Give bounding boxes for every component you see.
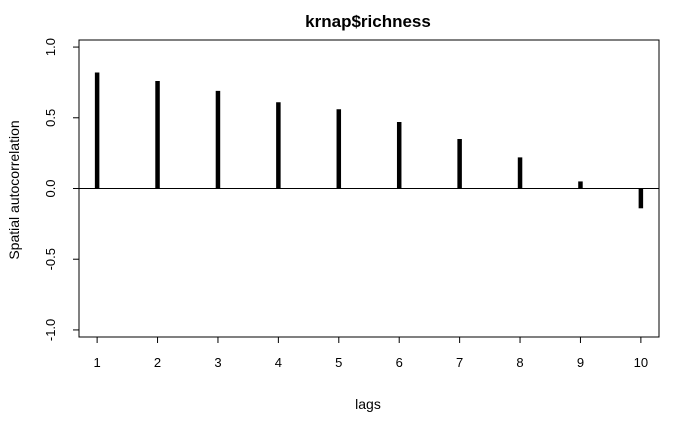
y-axis-label: Spatial autocorrelation [6,120,22,259]
x-tick-label-7: 7 [456,355,463,370]
y-axis-ticks: -1.0 -0.5 0.0 0.5 1.0 [43,38,79,341]
x-tick-label-8: 8 [516,355,523,370]
y-tick-label--1.0: -1.0 [43,319,58,341]
x-axis-label: lags [355,396,381,412]
y-tick-label-1.0: 1.0 [43,38,58,56]
x-tick-label-9: 9 [577,355,584,370]
y-tick-label--0.5: -0.5 [43,248,58,270]
x-tick-label-6: 6 [396,355,403,370]
y-tick-label-0.0: 0.0 [43,179,58,197]
x-tick-label-1: 1 [94,355,101,370]
y-tick-label-0.5: 0.5 [43,109,58,127]
x-tick-label-3: 3 [214,355,221,370]
x-tick-label-10: 10 [634,355,648,370]
x-tick-label-4: 4 [275,355,282,370]
x-axis-ticks: 1 2 3 4 5 6 7 8 9 10 [94,337,648,370]
chart-title: krnap$richness [305,12,431,31]
acf-bars [94,72,644,209]
x-tick-label-5: 5 [335,355,342,370]
x-tick-label-2: 2 [154,355,161,370]
